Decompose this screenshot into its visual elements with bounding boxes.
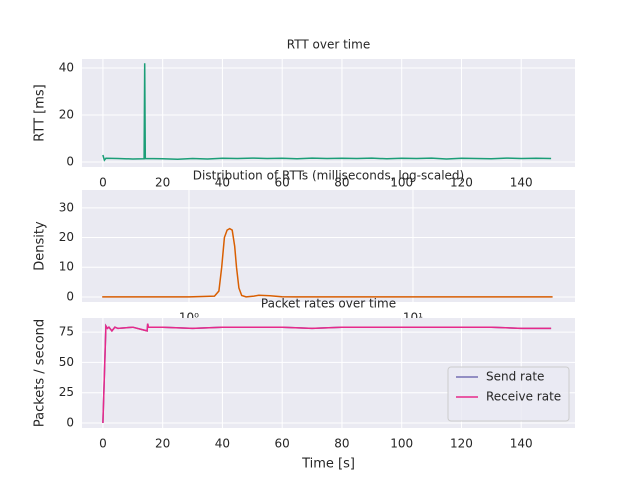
legend-label: Send rate: [486, 370, 544, 384]
y-tick-label: 0: [66, 289, 74, 303]
x-tick-label: 80: [334, 176, 349, 190]
x-axis-label: Time [s]: [301, 457, 355, 472]
y-tick-label: 10: [59, 260, 74, 274]
x-tick-label: 100: [390, 176, 413, 190]
x-tick-label: 60: [275, 176, 290, 190]
y-tick-label: 25: [59, 385, 74, 399]
x-tick-label: 20: [155, 176, 170, 190]
chart-title: RTT over time: [287, 38, 370, 52]
y-tick-label: 40: [59, 60, 74, 74]
data-line: [102, 323, 552, 424]
y-tick-label: 75: [59, 325, 74, 339]
legend: Send rate Receive rate: [447, 366, 570, 422]
x-tick-label: 140: [510, 437, 533, 451]
legend-label: Receive rate: [486, 390, 561, 404]
x-tick-label: 120: [450, 437, 473, 451]
y-tick-label: 0: [66, 416, 74, 430]
x-tick-label: 0: [99, 176, 107, 190]
x-tick-label: 140: [510, 176, 533, 190]
x-tick-label: 100: [390, 437, 413, 451]
chart-title: Distribution of RTTs (milliseconds, log-…: [193, 169, 464, 183]
y-axis-label: Density: [33, 221, 48, 271]
x-tick-label: 20: [155, 437, 170, 451]
y-tick-label: 20: [59, 108, 74, 122]
data-line: [102, 227, 553, 298]
x-tick-label: 120: [450, 176, 473, 190]
y-tick-label: 30: [59, 200, 74, 214]
x-tick-label: 40: [215, 437, 230, 451]
y-tick-label: 0: [66, 155, 74, 169]
chart-title: Packet rates over time: [261, 297, 396, 311]
legend-box: [447, 366, 570, 422]
x-tick-label: 0: [99, 437, 107, 451]
data-line: [102, 63, 552, 162]
y-tick-label: 20: [59, 230, 74, 244]
y-axis-label: Packets / second: [33, 319, 48, 427]
y-axis-label: RTT [ms]: [33, 84, 48, 141]
x-tick-label: 80: [334, 437, 349, 451]
x-tick-label: 40: [215, 176, 230, 190]
y-tick-label: 50: [59, 355, 74, 369]
plot-area: [82, 190, 575, 302]
plot-area: [82, 59, 575, 167]
x-tick-label: 60: [275, 437, 290, 451]
